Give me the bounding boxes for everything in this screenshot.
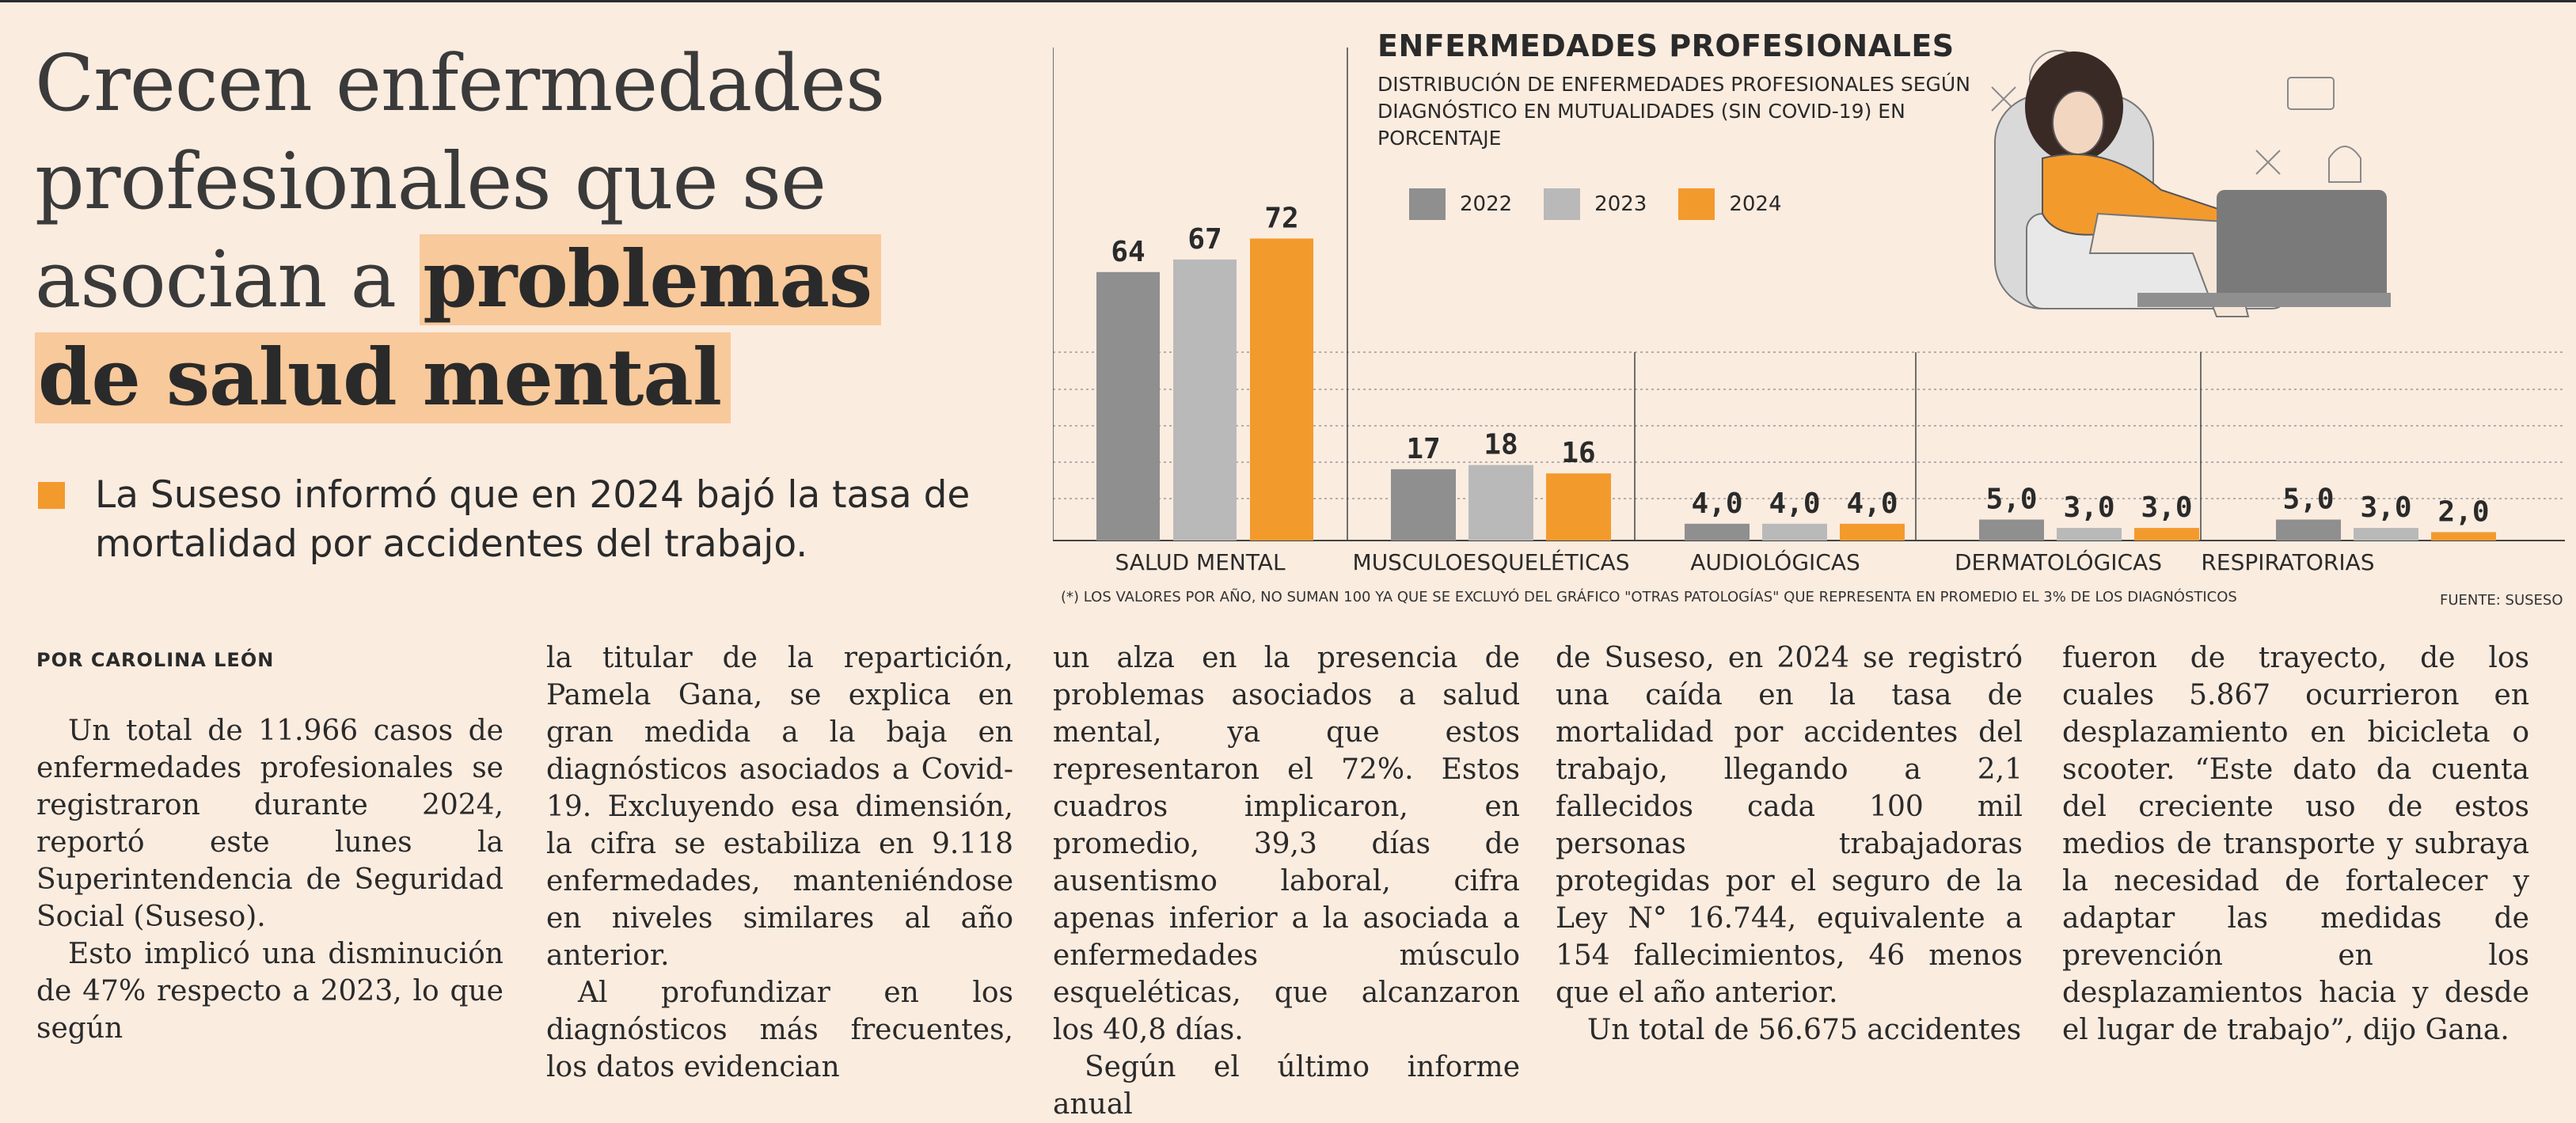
x-mark-decoration: [2255, 150, 2281, 175]
bar-value-label: 3,0: [2063, 491, 2114, 524]
bar-value-label: 3,0: [2141, 491, 2192, 524]
paragraph: la titular de la repartición, Pamela Gan…: [546, 642, 1013, 972]
paragraph: fueron de trayecto, de los cuales 5.867 …: [2062, 642, 2529, 1046]
paragraph: un alza en la presencia de problemas aso…: [1053, 642, 1520, 1046]
bar-2023: [1762, 523, 1827, 541]
category-label: AUDIOLÓGICAS: [1690, 548, 1860, 575]
bell-icon: [2328, 146, 2361, 183]
chart-subtitle: DISTRIBUCIÓN DE ENFERMEDADES PROFESIONAL…: [1377, 73, 1970, 150]
article-column-1: Un total de 11.966 casos de enfermedades…: [36, 712, 503, 1047]
bar-value-label: 17: [1406, 433, 1440, 465]
legend-swatch: [1678, 188, 1715, 220]
bar-chart: 64 67 72 SALUD MENTAL 17 18 16 MUSCULOESQUELÉTI…: [1053, 32, 2565, 617]
laptop-base: [2137, 293, 2391, 307]
bar-2023: [1173, 259, 1237, 541]
legend-item-2022: 2022: [1409, 188, 1512, 220]
bar-value-label: 67: [1187, 223, 1222, 256]
chart-footnote: (*) LOS VALORES POR AÑO, NO SUMAN 100 YA…: [1061, 589, 2237, 605]
face: [2052, 90, 2104, 155]
laptop-screen: [2217, 190, 2387, 301]
bar-value-label: 5,0: [2282, 484, 2334, 516]
briefcase-icon: [2287, 77, 2335, 110]
bar-value-label: 64: [1111, 236, 1145, 268]
bar-value-label: 4,0: [1691, 488, 1742, 520]
bar-value-label: 18: [1484, 429, 1518, 461]
bar-2024: [1840, 523, 1905, 541]
paragraph: Según el último informe anual: [1053, 1051, 1520, 1121]
legend-label: 2022: [1460, 192, 1513, 216]
chart-legend: 2022 2023 2024: [1409, 188, 1782, 220]
category-label: RESPIRATORIAS: [2201, 549, 2374, 575]
article-column-5: fueron de trayecto, de los cuales 5.867 …: [2062, 639, 2529, 1049]
bar-2022: [1391, 469, 1456, 541]
headline-line-3: asocian a problemas: [35, 231, 1024, 329]
headline-line-2: profesionales que se: [35, 137, 826, 227]
bar-2023: [1468, 465, 1533, 541]
legend-label: 2024: [1729, 192, 1782, 216]
bar-chart-svg: 64 67 72 SALUD MENTAL 17 18 16 MUSCULOESQUELÉTI…: [1053, 47, 2565, 575]
bar-2024: [1250, 238, 1313, 541]
bar-2023: [2354, 528, 2418, 541]
paragraph: Un total de 11.966 casos de enfermedades…: [36, 715, 503, 933]
headline-line-1: Crecen enfermedades: [35, 39, 885, 129]
article-column-3: un alza en la presencia de problemas aso…: [1053, 639, 1520, 1123]
chart-source: FUENTE: SUSESO: [2440, 592, 2563, 609]
category-label: MUSCULOESQUELÉTICAS: [1353, 548, 1630, 575]
bar-value-label: 3,0: [2360, 491, 2411, 524]
orange-square-bullet: [38, 482, 65, 509]
bar-value-label: 16: [1561, 437, 1595, 469]
bar-value-label: 2,0: [2437, 495, 2489, 528]
legend-swatch: [1544, 188, 1581, 220]
lead-text: La Suseso informó que en 2024 bajó la ta…: [95, 473, 971, 566]
paragraph: Un total de 56.675 accidentes: [1587, 1014, 2022, 1046]
bar-2023: [2057, 528, 2122, 541]
paragraph: de Suseso, en 2024 se registró una caída…: [1556, 642, 2023, 1009]
bar-2022: [1979, 519, 2044, 541]
bar-2022: [2276, 519, 2341, 541]
bar-2024: [1546, 473, 1611, 541]
bar-value-label: 72: [1264, 202, 1298, 234]
bar-value-label: 5,0: [1985, 484, 2037, 516]
bar-2022: [1685, 523, 1750, 541]
legend-item-2024: 2024: [1678, 188, 1782, 220]
chart-title: ENFERMEDADES PROFESIONALES: [1377, 28, 1955, 63]
top-rule: [0, 0, 2576, 2]
legend-label: 2023: [1594, 192, 1647, 216]
lead-paragraph: La Suseso informó que en 2024 bajó la ta…: [38, 471, 1092, 569]
bar-2024: [2431, 532, 2496, 541]
headline-line-3-text: asocian a: [35, 235, 420, 325]
article-column-4: de Suseso, en 2024 se registró una caída…: [1556, 639, 2023, 1049]
paragraph: Esto implicó una disminución de 47% resp…: [36, 938, 503, 1045]
bar-2024: [2134, 528, 2199, 541]
category-label: SALUD MENTAL: [1115, 549, 1285, 575]
headline-highlight-1: problemas: [420, 234, 882, 325]
byline: POR CAROLINA LEÓN: [36, 649, 275, 671]
bar-value-label: 4,0: [1769, 488, 1820, 520]
headline: Crecen enfermedades profesionales que se…: [35, 35, 1024, 427]
category-label: DERMATOLÓGICAS: [1955, 548, 2162, 575]
article-column-2: la titular de la repartición, Pamela Gan…: [546, 639, 1013, 1086]
paragraph: Al profundizar en los diagnósticos más f…: [546, 977, 1013, 1083]
bar-value-label: 4,0: [1846, 488, 1898, 520]
legend-item-2023: 2023: [1544, 188, 1647, 220]
headline-line-4: de salud mental: [35, 329, 1024, 427]
legend-swatch: [1409, 188, 1446, 220]
bar-2022: [1096, 271, 1160, 541]
headline-highlight-2: de salud mental: [35, 332, 731, 423]
